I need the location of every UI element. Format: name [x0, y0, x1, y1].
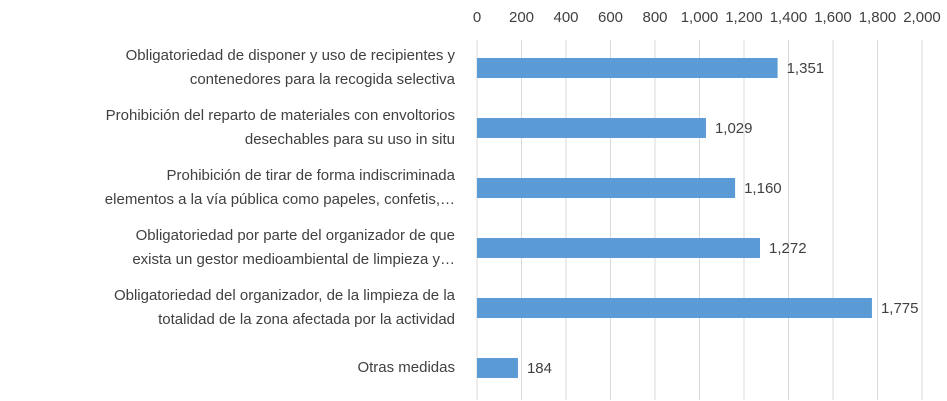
data-label: 1,272: [769, 240, 807, 257]
category-label: Obligatoriedad por parte del organizador…: [136, 227, 455, 244]
category-label: desechables para su uso in situ: [245, 131, 455, 148]
x-tick-label: 200: [509, 9, 534, 26]
data-label: 1,351: [787, 60, 825, 77]
data-label: 1,029: [715, 120, 753, 137]
bar: [477, 238, 761, 258]
category-label: elementos a la vía pública como papeles,…: [105, 191, 455, 208]
category-label: Prohibición de tirar de forma indiscrimi…: [167, 167, 456, 184]
category-label: exista un gestor medioambiental de limpi…: [132, 251, 455, 268]
category-label: Prohibición del reparto de materiales co…: [106, 107, 455, 124]
data-label: 1,775: [881, 300, 919, 317]
x-tick-label: 1,200: [725, 9, 763, 26]
x-tick-label: 1,600: [814, 9, 852, 26]
x-tick-label: 1,800: [859, 9, 897, 26]
category-label: Obligatoriedad del organizador, de la li…: [114, 287, 456, 304]
bar: [477, 358, 518, 378]
x-tick-label: 400: [553, 9, 578, 26]
bar: [477, 118, 706, 138]
category-label: contenedores para la recogida selectiva: [190, 71, 456, 88]
bar: [477, 58, 778, 78]
data-label: 1,160: [744, 180, 782, 197]
x-tick-label: 1,000: [681, 9, 719, 26]
bar: [477, 178, 736, 198]
x-tick-label: 800: [642, 9, 667, 26]
category-label: Obligatoriedad de disponer y uso de reci…: [126, 47, 456, 64]
x-tick-label: 600: [598, 9, 623, 26]
bar: [477, 298, 872, 318]
category-label: totalidad de la zona afectada por la act…: [158, 311, 455, 328]
x-tick-label: 2,000: [903, 9, 941, 26]
x-tick-label: 0: [473, 9, 481, 26]
x-tick-label: 1,400: [770, 9, 808, 26]
category-label: Otras medidas: [357, 359, 455, 376]
data-label: 184: [527, 360, 552, 377]
